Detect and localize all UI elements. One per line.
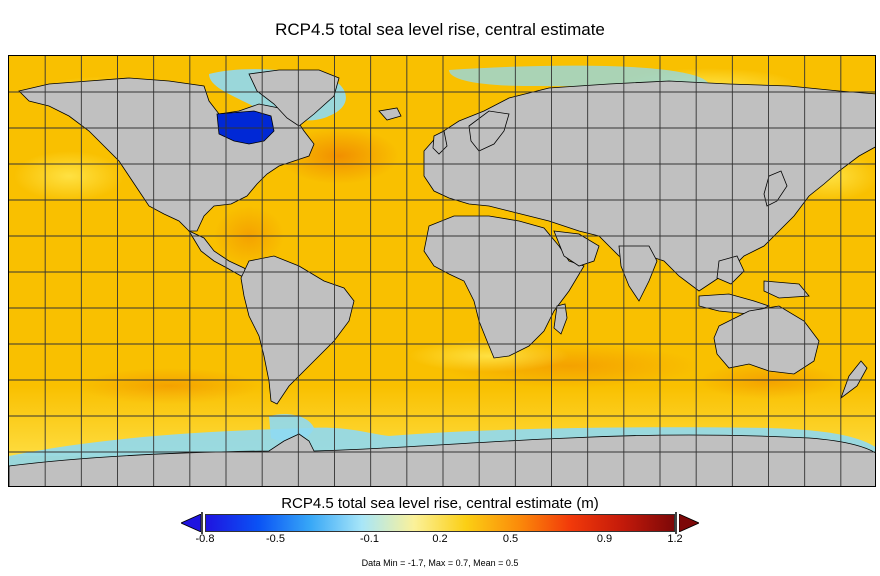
page-title: RCP4.5 total sea level rise, central est… bbox=[275, 20, 605, 39]
map-svg bbox=[9, 56, 875, 486]
greenland-land bbox=[248, 69, 340, 127]
colorbar-under-arrow bbox=[181, 514, 201, 532]
colorbar-tick-label: 1.2 bbox=[667, 533, 683, 545]
africa-land bbox=[423, 215, 585, 359]
india-land bbox=[618, 245, 658, 302]
hudson-bay-negative-region bbox=[216, 110, 275, 145]
colorbar-tick-label: -0.8 bbox=[195, 533, 215, 545]
borneo-land bbox=[716, 255, 745, 285]
colorbar bbox=[205, 514, 675, 532]
colorbar-ticks: -0.8 -0.5 -0.1 0.2 0.5 0.9 1.2 bbox=[0, 533, 880, 547]
colorbar-left-cap bbox=[201, 512, 203, 534]
iceland-land bbox=[378, 107, 402, 121]
colorbar-tick-label: -0.1 bbox=[360, 533, 379, 545]
colorbar-over-arrow bbox=[679, 514, 699, 532]
world-map bbox=[8, 55, 876, 487]
data-stats: Data Min = -1.7, Max = 0.7, Mean = 0.5 bbox=[361, 558, 519, 568]
madagascar-land bbox=[553, 303, 568, 335]
colorbar-tick-label: 0.5 bbox=[502, 533, 519, 545]
new-zealand-land bbox=[840, 360, 868, 400]
colorbar-title: RCP4.5 total sea level rise, central est… bbox=[281, 495, 599, 512]
colorbar-tick-label: 0.2 bbox=[432, 533, 448, 545]
australia-land bbox=[713, 305, 820, 375]
new-guinea-land bbox=[763, 280, 810, 299]
south-america-land bbox=[240, 255, 355, 405]
antarctica-land bbox=[9, 433, 875, 486]
colorbar-right-cap bbox=[675, 512, 677, 534]
colorbar-tick-label: -0.5 bbox=[266, 533, 285, 545]
lat-lon-grid bbox=[9, 56, 875, 486]
japan-land bbox=[763, 170, 788, 207]
colorbar-tick-label: 0.9 bbox=[596, 533, 613, 545]
land-masses bbox=[9, 69, 875, 486]
